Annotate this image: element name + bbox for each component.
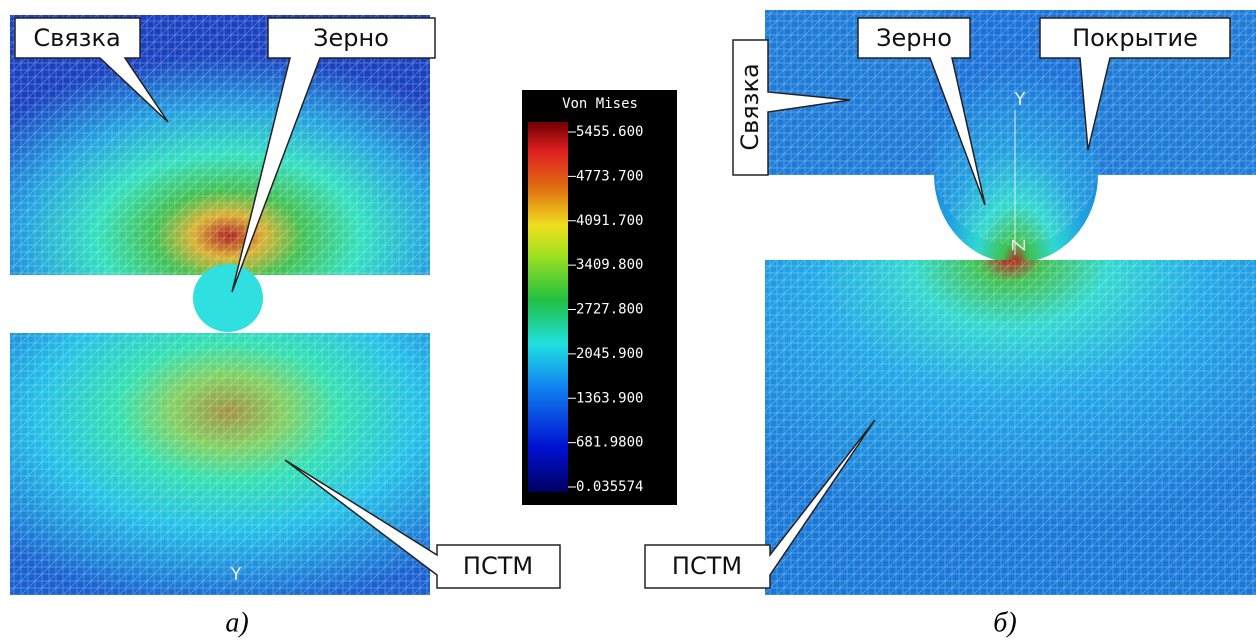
axis-label: Y — [230, 564, 243, 585]
legend-tick-label: 3409.800 — [576, 257, 643, 273]
mesh — [765, 10, 1256, 246]
grain — [193, 264, 263, 332]
label: Зерно — [313, 24, 389, 52]
legend-title: Von Mises — [562, 96, 638, 112]
label: Связка — [33, 24, 120, 52]
panel-b: Зерно Покрытие Связка ПСТМ Y Z б) — [644, 10, 1256, 638]
label: Связка — [736, 63, 764, 150]
colorbar — [528, 122, 568, 492]
label: ПСТМ — [672, 552, 742, 580]
mesh — [10, 333, 430, 595]
callout — [857, 17, 986, 206]
legend-tick-label: 2727.800 — [576, 302, 643, 318]
callout — [644, 419, 876, 589]
axis-label: Z — [1009, 239, 1030, 251]
callout — [14, 17, 169, 123]
legend-tick-label: 5455.600 — [576, 124, 643, 140]
legend-tick-label: 681.9800 — [576, 435, 643, 451]
legend-tick-label: 4091.700 — [576, 213, 643, 229]
mesh — [765, 260, 1256, 595]
callout — [732, 39, 851, 176]
legend-tick-label: 0.035574 — [576, 479, 643, 495]
caption: а) — [225, 607, 248, 638]
callout — [284, 459, 561, 589]
panel-a: Связка Зерно ПСТМ Y а) — [10, 15, 561, 638]
axis-label: Y — [1014, 89, 1027, 110]
callout — [231, 17, 436, 293]
caption: б) — [993, 607, 1016, 638]
legend-tick-label: 2045.900 — [576, 346, 643, 362]
legend-tick-label: 4773.700 — [576, 168, 643, 184]
callout — [1039, 17, 1231, 151]
label: Покрытие — [1072, 24, 1198, 52]
legend-tick-label: 1363.900 — [576, 390, 643, 406]
label: ПСТМ — [463, 552, 533, 580]
legend: Von Mises 5455.600 4773.700 4091.700 3409.8… — [522, 90, 677, 505]
label: Зерно — [876, 24, 952, 52]
